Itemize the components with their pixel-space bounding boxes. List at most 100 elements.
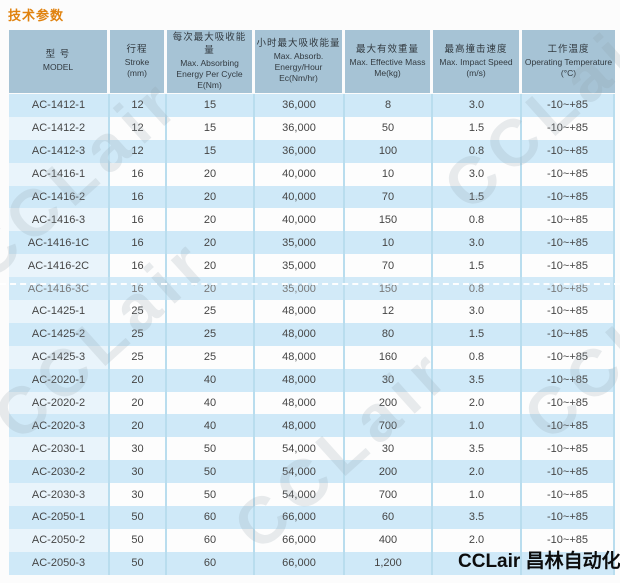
stroke-cell: 30 bbox=[110, 483, 167, 507]
energy-per-hour-cell: 66,000 bbox=[255, 551, 345, 575]
table-row: AC-1412-2 12 15 36,000 50 1.5 -10~+85 bbox=[9, 116, 615, 140]
table-row: AC-2020-1 20 40 48,000 30 3.5 -10~+85 bbox=[9, 368, 615, 392]
impact-speed-cell: 1.5 bbox=[433, 185, 522, 209]
impact-speed-cell: 1.5 bbox=[433, 116, 522, 140]
table-row: AC-2030-2 30 50 54,000 200 2.0 -10~+85 bbox=[9, 460, 615, 484]
effective-mass-cell: 700 bbox=[345, 483, 433, 507]
temperature-cell: -10~+85 bbox=[522, 300, 615, 323]
column-header-cn: 型 号 bbox=[45, 49, 71, 61]
column-header-unit: Ec(Nm/hr) bbox=[279, 73, 318, 84]
energy-per-hour-cell: 36,000 bbox=[255, 94, 345, 117]
temperature-cell: -10~+85 bbox=[522, 391, 615, 415]
stroke-cell: 16 bbox=[110, 277, 167, 301]
energy-per-cycle-cell: 20 bbox=[167, 277, 255, 301]
energy-per-hour-cell: 66,000 bbox=[255, 506, 345, 529]
column-header-impact-speed: 最高撞击速度 Max. Impact Speed (m/s) bbox=[433, 30, 522, 93]
column-header-en: Max. Absorbing Energy Per Cycle bbox=[176, 57, 243, 79]
column-header-cn: 最大有效重量 bbox=[355, 43, 419, 55]
impact-speed-cell: 0.8 bbox=[433, 208, 522, 232]
column-header-en: MODEL bbox=[42, 62, 74, 73]
stroke-cell: 12 bbox=[110, 94, 167, 117]
model-cell: AC-2020-1 bbox=[9, 368, 110, 392]
model-cell: AC-2020-2 bbox=[9, 391, 110, 415]
impact-speed-cell: 3.0 bbox=[433, 231, 522, 255]
stroke-cell: 50 bbox=[110, 528, 167, 552]
impact-speed-cell: 3.0 bbox=[433, 162, 522, 186]
impact-speed-cell: 3.0 bbox=[433, 94, 522, 117]
model-cell: AC-2030-2 bbox=[9, 460, 110, 484]
stroke-cell: 20 bbox=[110, 391, 167, 415]
temperature-cell: -10~+85 bbox=[522, 208, 615, 232]
energy-per-hour-cell: 48,000 bbox=[255, 414, 345, 438]
impact-speed-cell: 1.0 bbox=[433, 483, 522, 507]
column-header-en: Stroke bbox=[124, 56, 150, 67]
model-cell: AC-1416-1 bbox=[9, 162, 110, 186]
energy-per-hour-cell: 54,000 bbox=[255, 437, 345, 461]
stroke-cell: 16 bbox=[110, 208, 167, 232]
impact-speed-cell: 1.5 bbox=[433, 254, 522, 278]
model-cell: AC-1412-3 bbox=[9, 139, 110, 163]
temperature-cell bbox=[522, 551, 615, 575]
effective-mass-cell: 10 bbox=[345, 231, 433, 255]
stroke-cell: 20 bbox=[110, 414, 167, 438]
stroke-cell: 12 bbox=[110, 116, 167, 140]
energy-per-hour-cell: 48,000 bbox=[255, 391, 345, 415]
table-row: AC-1412-1 12 15 36,000 8 3.0 -10~+85 bbox=[9, 94, 615, 117]
table-row: AC-1416-3C 16 20 35,000 150 0.8 -10~+85 bbox=[9, 277, 615, 301]
column-header-cn: 每次最大吸收能量 bbox=[172, 32, 247, 56]
model-cell: AC-1412-2 bbox=[9, 116, 110, 140]
temperature-cell: -10~+85 bbox=[522, 414, 615, 438]
table-row: AC-1425-1 25 25 48,000 12 3.0 -10~+85 bbox=[9, 300, 615, 323]
energy-per-cycle-cell: 50 bbox=[167, 437, 255, 461]
energy-per-cycle-cell: 25 bbox=[167, 322, 255, 346]
temperature-cell: -10~+85 bbox=[522, 528, 615, 552]
model-cell: AC-1416-2 bbox=[9, 185, 110, 209]
effective-mass-cell: 160 bbox=[345, 345, 433, 369]
effective-mass-cell: 8 bbox=[345, 94, 433, 117]
stroke-cell: 12 bbox=[110, 139, 167, 163]
table-row: AC-2020-2 20 40 48,000 200 2.0 -10~+85 bbox=[9, 391, 615, 415]
brand-logo: CCLair 昌林自动化 bbox=[458, 551, 620, 572]
column-header-cn: 工作温度 bbox=[547, 43, 590, 55]
effective-mass-cell: 12 bbox=[345, 300, 433, 323]
impact-speed-cell: 3.5 bbox=[433, 368, 522, 392]
energy-per-hour-cell: 40,000 bbox=[255, 208, 345, 232]
energy-per-hour-cell: 48,000 bbox=[255, 368, 345, 392]
temperature-cell: -10~+85 bbox=[522, 139, 615, 163]
temperature-cell: -10~+85 bbox=[522, 116, 615, 140]
stroke-cell: 25 bbox=[110, 300, 167, 323]
temperature-cell: -10~+85 bbox=[522, 185, 615, 209]
energy-per-hour-cell: 48,000 bbox=[255, 300, 345, 323]
column-header-stroke: 行程 Stroke (mm) bbox=[110, 30, 167, 93]
impact-speed-cell: 2.0 bbox=[433, 460, 522, 484]
column-header-cn: 小时最大吸收能量 bbox=[256, 38, 341, 50]
column-header-energy-per-cycle: 每次最大吸收能量 Max. Absorbing Energy Per Cycle… bbox=[167, 30, 255, 93]
temperature-cell: -10~+85 bbox=[522, 162, 615, 186]
impact-speed-cell: 1.5 bbox=[433, 322, 522, 346]
impact-speed-cell: 2.0 bbox=[433, 391, 522, 415]
energy-per-cycle-cell: 20 bbox=[167, 254, 255, 278]
effective-mass-cell: 50 bbox=[345, 116, 433, 140]
model-cell: AC-1425-3 bbox=[9, 345, 110, 369]
table-row: AC-2030-1 30 50 54,000 30 3.5 -10~+85 bbox=[9, 437, 615, 461]
model-cell: AC-1412-1 bbox=[9, 94, 110, 117]
temperature-cell: -10~+85 bbox=[522, 460, 615, 484]
energy-per-hour-cell: 40,000 bbox=[255, 162, 345, 186]
model-cell: AC-2050-2 bbox=[9, 528, 110, 552]
effective-mass-cell: 1,200 bbox=[345, 551, 433, 575]
energy-per-cycle-cell: 15 bbox=[167, 116, 255, 140]
energy-per-cycle-cell: 60 bbox=[167, 528, 255, 552]
model-cell: AC-1416-3 bbox=[9, 208, 110, 232]
table-row: AC-1416-2C 16 20 35,000 70 1.5 -10~+85 bbox=[9, 254, 615, 278]
temperature-cell: -10~+85 bbox=[522, 483, 615, 507]
energy-per-cycle-cell: 50 bbox=[167, 483, 255, 507]
energy-per-hour-cell: 48,000 bbox=[255, 322, 345, 346]
table-row: AC-2030-3 30 50 54,000 700 1.0 -10~+85 bbox=[9, 483, 615, 507]
energy-per-cycle-cell: 20 bbox=[167, 208, 255, 232]
page-title: 技术参数 bbox=[8, 8, 65, 23]
effective-mass-cell: 80 bbox=[345, 322, 433, 346]
energy-per-cycle-cell: 60 bbox=[167, 506, 255, 529]
stroke-cell: 16 bbox=[110, 162, 167, 186]
column-header-energy-per-hour: 小时最大吸收能量 Max. Absorb. Energy/Hour Ec(Nm/… bbox=[255, 30, 345, 93]
impact-speed-cell bbox=[433, 551, 522, 575]
